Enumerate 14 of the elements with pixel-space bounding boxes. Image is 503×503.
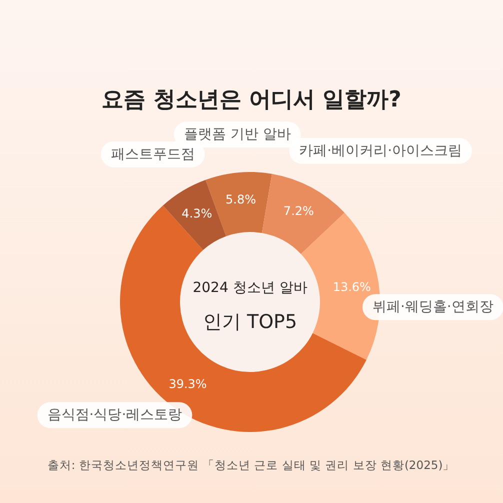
- chart-title: 요즘 청소년은 어디서 일할까?: [102, 88, 402, 112]
- slice-label: 플랫폼 기반 알바: [184, 126, 291, 143]
- slice-label: 뷔페·웨딩홀·연회장: [372, 299, 494, 316]
- data-label: 5.8%: [226, 192, 256, 206]
- data-label: 7.2%: [283, 204, 314, 218]
- slice-label: 패스트푸드점: [110, 146, 195, 162]
- data-label: 4.3%: [182, 206, 212, 221]
- slice-label: 음식점·식당·레스토랑: [47, 407, 182, 424]
- text: 2024 청소년 알바: [192, 280, 308, 296]
- source-note: 출처: 한국청소년정책연구원 「청소년 근로 실태 및 권리 보장 현황(2025)」: [47, 458, 455, 472]
- data-label: 13.6%: [332, 280, 371, 294]
- text: 인기 TOP5: [202, 311, 298, 333]
- data-label: 39.3%: [168, 377, 207, 392]
- slice-label: 카페·베이커리·아이스크림: [299, 142, 462, 159]
